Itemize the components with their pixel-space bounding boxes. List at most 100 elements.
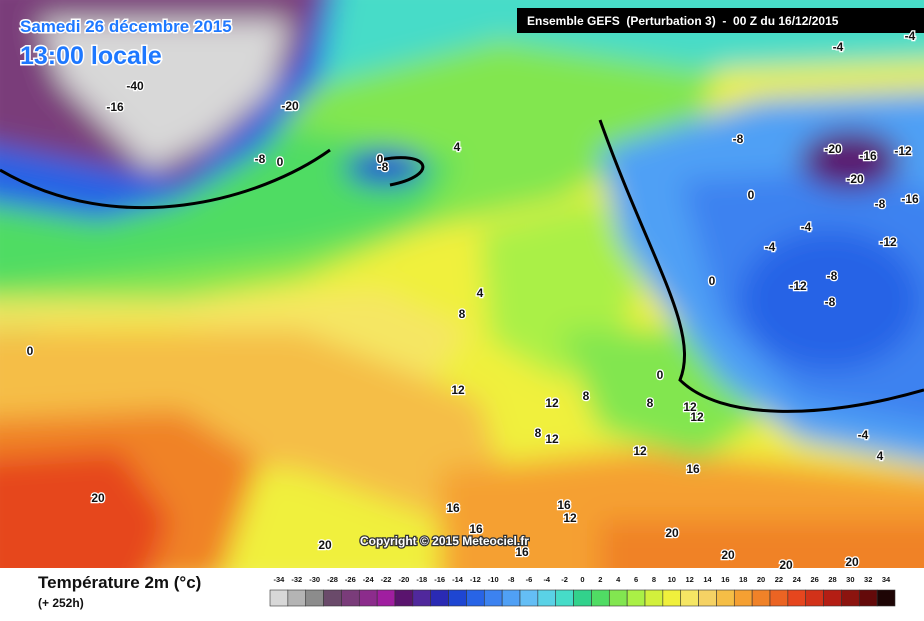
contour-label: 12	[633, 444, 647, 458]
colorbar-cell	[680, 589, 699, 607]
colorbar-cell	[287, 589, 307, 607]
colorbar-cell	[841, 589, 860, 607]
contour-label: -8	[733, 132, 744, 146]
colorbar-cell	[644, 589, 664, 607]
colorbar-label: 14	[703, 575, 712, 584]
colorbar-cell	[305, 589, 324, 607]
contour-label: 20	[845, 555, 859, 569]
colorbar-cell	[448, 589, 467, 607]
colorbar-label: 8	[652, 575, 656, 584]
contour-label: -8	[378, 160, 389, 174]
colorbar-label: -26	[345, 575, 356, 584]
contour-label: -12	[894, 144, 912, 158]
colorbar-label: 0	[580, 575, 584, 584]
colorbar-cell	[394, 589, 414, 607]
colorbar-cell	[555, 589, 574, 607]
colorbar-cell	[733, 589, 753, 607]
colorbar-cell	[769, 589, 789, 607]
contour-label: -4	[858, 428, 869, 442]
contour-label: 12	[563, 511, 577, 525]
colorbar-cell	[412, 589, 432, 607]
colorbar-cell	[591, 589, 610, 607]
contour-label: -16	[106, 100, 124, 114]
model-box	[517, 8, 924, 33]
contour-label: 16	[557, 498, 571, 512]
colorbar-cell	[341, 589, 360, 607]
colorbar-cell	[537, 589, 557, 607]
contour-labels: -4-4-40-16 -20-8 040-8-8-20 -16 -12-20-8 -16-…	[25, 28, 920, 574]
colorbar-label: -14	[452, 575, 464, 584]
copyright: Copyright © 2015 Meteociel.fr	[360, 534, 529, 548]
contour-label: 16	[686, 462, 700, 476]
contour-label: 16	[469, 522, 483, 536]
contour-label: 0	[709, 274, 716, 288]
contour-label: 16	[515, 545, 529, 559]
contour-label: -8	[825, 295, 836, 309]
contour-label: 0	[377, 152, 384, 166]
contour-label: -20	[824, 142, 842, 156]
contour-label: 8	[459, 307, 466, 321]
legend-title: Température 2m (°c)	[38, 573, 201, 592]
colorbar-label: -32	[291, 575, 302, 584]
colorbar-label: -2	[561, 575, 568, 584]
colorbar-label: -30	[309, 575, 320, 584]
map-title: Samedi 26 décembre 2015	[20, 17, 232, 36]
colorbar-cell	[501, 589, 521, 607]
contour-label: 4	[454, 140, 461, 154]
contour-label: 0	[657, 368, 664, 382]
colorbar-cell	[876, 589, 896, 607]
contour-label: -4	[905, 29, 916, 43]
isotherm	[0, 119, 924, 413]
contour-label: 20	[665, 526, 679, 540]
colorbar-label: 6	[634, 575, 638, 584]
colorbar-cell	[483, 589, 503, 607]
contour-label: 12	[545, 396, 559, 410]
colorbar-cell	[662, 589, 682, 607]
colorbar-label: -10	[488, 575, 499, 584]
colorbar-cell	[751, 589, 771, 607]
colorbar-label: 10	[668, 575, 676, 584]
legend-lead: (+ 252h)	[38, 596, 84, 610]
colorbar-label: 32	[864, 575, 872, 584]
colorbar-label: -24	[363, 575, 375, 584]
contour-label: 8	[535, 426, 542, 440]
contour-label: 8	[583, 389, 590, 403]
colorbar-label: -8	[508, 575, 515, 584]
colorbar-cell	[358, 589, 378, 607]
colorbar-label: -34	[274, 575, 286, 584]
colorbar-cell	[608, 589, 628, 607]
contour-label: 20	[721, 548, 735, 562]
contour-label: -8	[827, 269, 838, 283]
colorbar-cell	[323, 589, 342, 607]
colorbar-cell	[858, 589, 878, 607]
contour-label: -8	[255, 152, 266, 166]
colorbar-cell	[787, 589, 807, 607]
contour-label: -12	[789, 279, 807, 293]
map-time: 13:00 locale	[20, 42, 162, 70]
contour-label: -20	[281, 99, 299, 113]
colorbar-label: -12	[470, 575, 481, 584]
colorbar-cell	[573, 589, 592, 607]
colorbar-cell	[805, 589, 824, 607]
colorbar-label: 2	[598, 575, 602, 584]
colorbar-label: 28	[828, 575, 836, 584]
colorbar-label: 24	[793, 575, 802, 584]
colorbar-cell	[376, 589, 396, 607]
contour-label: 8	[647, 396, 654, 410]
colorbar-label: -22	[381, 575, 392, 584]
colorbar-label: 20	[757, 575, 765, 584]
contour-label: -4	[765, 240, 776, 254]
temperature-field	[0, 0, 924, 600]
contour-label: -16	[901, 192, 919, 206]
contour-label: 12	[451, 383, 465, 397]
colorbar-label: 4	[616, 575, 621, 584]
colorbar-label: 18	[739, 575, 747, 584]
contour-label: 16	[446, 501, 460, 515]
contour-label: 20	[779, 558, 793, 572]
colorbar-cell	[823, 589, 842, 607]
colorbar-label: -20	[399, 575, 410, 584]
contour-label: 4	[877, 449, 884, 463]
colorbar-label: -16	[434, 575, 445, 584]
colorbar-cell	[626, 589, 646, 607]
